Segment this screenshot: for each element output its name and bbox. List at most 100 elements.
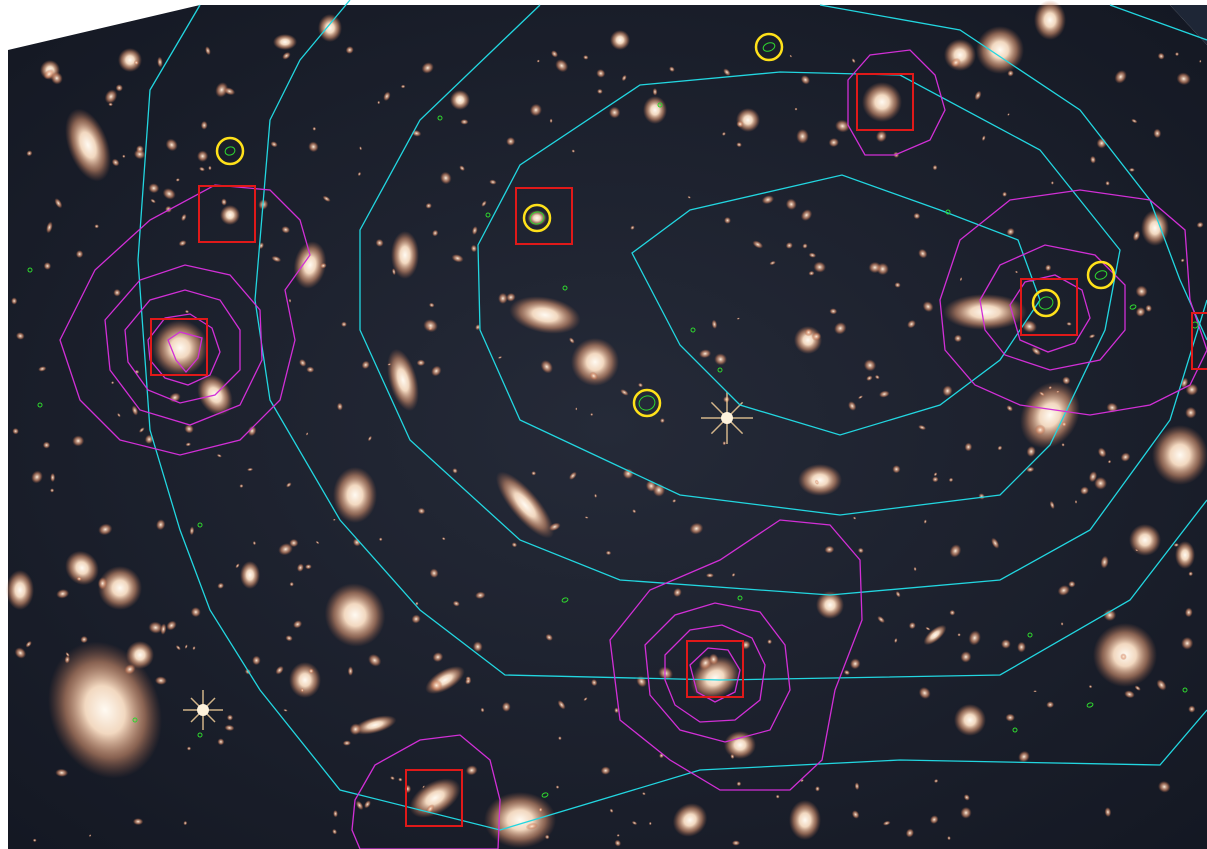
- faint-source-148: [333, 810, 338, 818]
- faint-source-130: [960, 651, 972, 663]
- green-contour-11: [197, 732, 203, 738]
- faint-source-151: [1057, 585, 1070, 596]
- red-box-3: [515, 187, 573, 245]
- faint-source-397: [1090, 155, 1096, 164]
- faint-source-282: [148, 621, 163, 634]
- faint-source-395: [1006, 227, 1015, 236]
- faint-source-277: [400, 84, 406, 89]
- faint-source-65: [590, 413, 594, 416]
- galaxy-25: [643, 96, 667, 124]
- galaxy-13: [943, 294, 1027, 330]
- faint-source-271: [32, 838, 37, 843]
- faint-source-350: [659, 418, 665, 424]
- faint-source-142: [157, 56, 163, 68]
- magenta-contour-bottom-outer: [609, 519, 863, 791]
- faint-source-400: [132, 818, 144, 826]
- galaxy-34: [672, 803, 708, 837]
- galaxy-27: [98, 566, 142, 610]
- faint-source-262: [1045, 264, 1052, 272]
- faint-source-244: [319, 262, 327, 269]
- green-contour-7: [197, 522, 203, 528]
- faint-source-87: [711, 319, 718, 329]
- faint-source-212: [957, 633, 961, 637]
- red-box-5: [1020, 278, 1078, 336]
- faint-source-250: [441, 537, 446, 541]
- faint-source-152: [630, 225, 635, 230]
- faint-source-149: [868, 261, 882, 274]
- galaxy-18: [1141, 210, 1169, 246]
- yellow-circle-5: [1086, 260, 1116, 290]
- faint-source-44: [1074, 500, 1078, 504]
- faint-source-125: [332, 518, 336, 521]
- faint-source-227: [221, 198, 227, 206]
- faint-source-310: [905, 828, 914, 838]
- faint-source-26: [205, 46, 211, 56]
- magenta-contour-left-outer: [59, 184, 311, 456]
- magenta-contour-right-outer: [939, 189, 1207, 416]
- faint-source-33: [600, 766, 611, 775]
- faint-source-408: [620, 389, 629, 396]
- galaxy-20: [944, 39, 976, 71]
- faint-source-325: [571, 149, 576, 153]
- faint-source-202: [223, 87, 236, 96]
- faint-source-71: [851, 58, 856, 64]
- faint-source-52: [166, 620, 177, 631]
- faint-source-76: [1068, 580, 1076, 588]
- faint-source-254: [568, 337, 575, 344]
- faint-source-334: [575, 407, 578, 411]
- faint-source-391: [411, 614, 421, 624]
- yellow-circle-1: [215, 136, 245, 166]
- faint-source-322: [1022, 320, 1037, 333]
- faint-source-11: [115, 84, 123, 92]
- faint-source-5: [538, 807, 543, 813]
- magenta-contour-bottom-4: [689, 647, 741, 703]
- faint-source-46: [80, 635, 88, 644]
- faint-source-24: [597, 88, 603, 95]
- faint-source-291: [1132, 230, 1141, 242]
- faint-source-189: [465, 677, 472, 685]
- faint-source-259: [452, 468, 458, 474]
- faint-source-313: [1188, 705, 1196, 713]
- faint-source-289: [308, 141, 319, 153]
- yellow-circle-3: [522, 203, 552, 233]
- faint-source-2: [347, 666, 354, 676]
- faint-source-278: [954, 334, 962, 343]
- faint-source-285: [217, 738, 225, 746]
- faint-source-217: [981, 135, 986, 142]
- galaxy-1: [65, 108, 111, 182]
- green-contour-25: [690, 327, 696, 333]
- galaxy-38: [923, 624, 947, 646]
- faint-source-28: [545, 633, 553, 641]
- faint-source-415: [673, 587, 682, 598]
- faint-source-245: [874, 374, 880, 380]
- yellow-circle-4: [632, 388, 662, 418]
- faint-source-371: [289, 538, 299, 548]
- faint-source-207: [929, 815, 939, 825]
- red-box-1: [198, 185, 256, 243]
- faint-source-261: [544, 834, 550, 840]
- faint-source-414: [349, 723, 362, 736]
- faint-source-311: [1097, 447, 1107, 458]
- faint-source-243: [377, 100, 381, 105]
- faint-source-101: [11, 297, 18, 305]
- faint-source-146: [814, 479, 819, 485]
- faint-source-257: [1120, 452, 1131, 462]
- faint-source-163: [1034, 424, 1046, 436]
- green-contour-3: [638, 395, 656, 411]
- green-contour-10: [132, 717, 138, 723]
- faint-source-324: [54, 198, 63, 209]
- magenta-contour-top: [847, 49, 946, 156]
- faint-source-172: [1185, 383, 1199, 396]
- faint-source-16: [669, 66, 675, 72]
- spike-star-1: [183, 690, 223, 730]
- faint-source-224: [731, 572, 736, 577]
- faint-source-42: [285, 635, 293, 642]
- faint-source-279: [614, 707, 619, 714]
- faint-source-330: [866, 375, 873, 381]
- cyan-contour-2: [477, 71, 1121, 516]
- green-contour-19: [562, 285, 568, 291]
- galaxy-11: [495, 471, 555, 539]
- faint-source-341: [38, 366, 47, 372]
- faint-source-410: [918, 248, 928, 259]
- faint-source-216: [235, 563, 240, 569]
